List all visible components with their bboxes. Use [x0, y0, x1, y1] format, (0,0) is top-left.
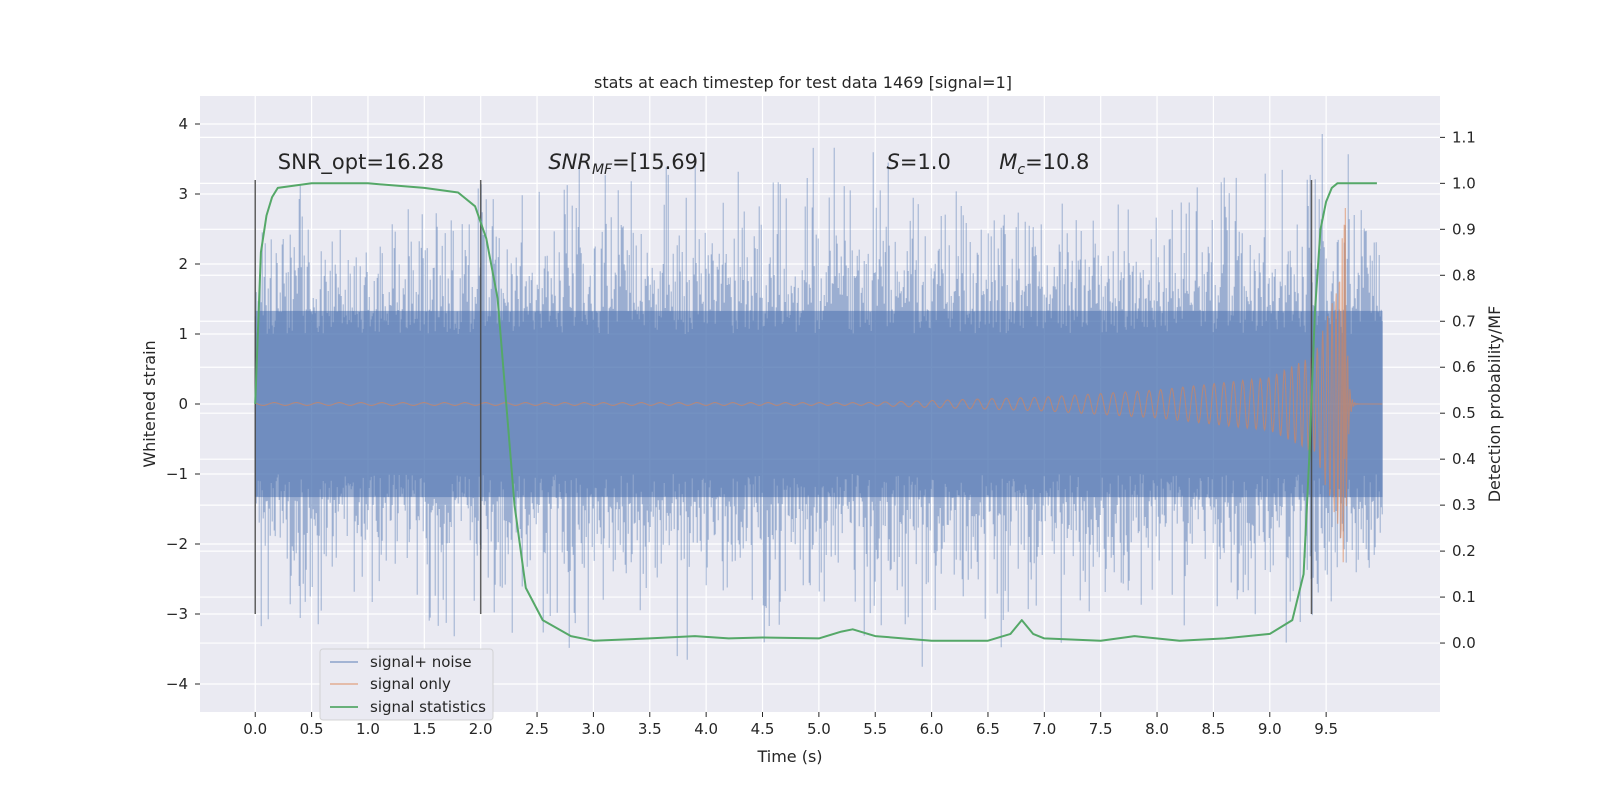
legend: signal+ noise signal only signal statist…	[319, 648, 494, 721]
x-tick-label: 4.5	[751, 720, 775, 738]
annotation-2: S=1.0	[887, 150, 951, 174]
annotation-1: SNRMF=[15.69]	[548, 150, 706, 178]
y-right-tick-label: 0.2	[1452, 542, 1476, 560]
legend-label-signal-plus-noise: signal+ noise	[370, 653, 472, 671]
legend-label-signal-only: signal only	[370, 675, 451, 693]
x-tick-label: 3.0	[581, 720, 605, 738]
y-right-tick-label: 1.0	[1452, 174, 1476, 192]
series-signal-plus-noise	[254, 134, 1383, 667]
y-tick-label: 1	[178, 325, 188, 343]
y-right-tick-label: 0.6	[1452, 358, 1476, 376]
y-axis-right-label: Detection probability/MF	[1485, 306, 1504, 503]
x-axis-ticks: 0.0 0.5 1.0 1.5 2.0 2.5 3.0 3.5 4.0 4.5 5.0 5.5 6.0 6…	[243, 712, 1338, 738]
statistics-line	[254, 182, 1377, 642]
x-tick-label: 2.0	[469, 720, 493, 738]
x-tick-label: 5.5	[863, 720, 887, 738]
y-tick-label: 4	[178, 115, 188, 133]
x-tick-label: 6.5	[976, 720, 1000, 738]
y-right-tick-label: 0.0	[1452, 634, 1476, 652]
annotation-3: Mc=10.8	[999, 150, 1089, 178]
y-axis-left-ticks: 4 3 2 1 0 −1 −2 −3 −4	[166, 115, 200, 693]
y-tick-label: 0	[178, 395, 188, 413]
y-right-tick-label: 0.8	[1452, 266, 1476, 284]
signal-trace	[255, 207, 1383, 563]
x-tick-label: 0.5	[300, 720, 324, 738]
x-tick-label: 2.5	[525, 720, 549, 738]
legend-label-signal-statistics: signal statistics	[370, 698, 486, 716]
x-tick-label: 8.5	[1201, 720, 1225, 738]
chart-title: stats at each timestep for test data 146…	[594, 73, 1012, 92]
x-tick-label: 1.5	[412, 720, 436, 738]
y-tick-label: 3	[178, 185, 188, 203]
y-right-tick-label: 0.3	[1452, 496, 1476, 514]
y-tick-label: −3	[166, 605, 188, 623]
y-axis-left-label: Whitened strain	[140, 340, 159, 467]
annotations: SNR_opt=16.28 SNRMF=[15.69] S=1.0 Mc=10.8	[278, 150, 1090, 178]
y-right-tick-label: 0.4	[1452, 450, 1476, 468]
x-tick-label: 3.5	[638, 720, 662, 738]
x-tick-label: 4.0	[694, 720, 718, 738]
y-tick-label: −2	[166, 535, 188, 553]
y-tick-label: −1	[166, 465, 188, 483]
y-right-tick-label: 0.1	[1452, 588, 1476, 606]
x-tick-label: 6.0	[920, 720, 944, 738]
y-right-tick-label: 0.5	[1452, 404, 1476, 422]
y-right-tick-label: 1.1	[1452, 128, 1476, 146]
y-tick-label: −4	[166, 675, 188, 693]
y-tick-label: 2	[178, 255, 188, 273]
x-tick-label: 0.0	[243, 720, 267, 738]
series-signal-only	[255, 207, 1383, 563]
x-tick-label: 9.0	[1258, 720, 1282, 738]
x-tick-label: 7.0	[1032, 720, 1056, 738]
x-tick-label: 1.0	[356, 720, 380, 738]
y-right-tick-label: 0.7	[1452, 312, 1476, 330]
legend-box	[319, 648, 494, 721]
series-signal-statistics	[254, 182, 1377, 642]
annotation-0: SNR_opt=16.28	[278, 150, 444, 175]
y-axis-right-ticks: 1.1 1.0 0.9 0.8 0.7 0.6 0.5 0.4 0.3 0.2 0.1 0.0	[1440, 128, 1476, 652]
y-right-tick-label: 0.9	[1452, 220, 1476, 238]
x-tick-label: 5.0	[807, 720, 831, 738]
x-tick-label: 9.5	[1314, 720, 1338, 738]
x-axis-label: Time (s)	[756, 747, 822, 766]
x-tick-label: 7.5	[1089, 720, 1113, 738]
x-tick-label: 8.0	[1145, 720, 1169, 738]
